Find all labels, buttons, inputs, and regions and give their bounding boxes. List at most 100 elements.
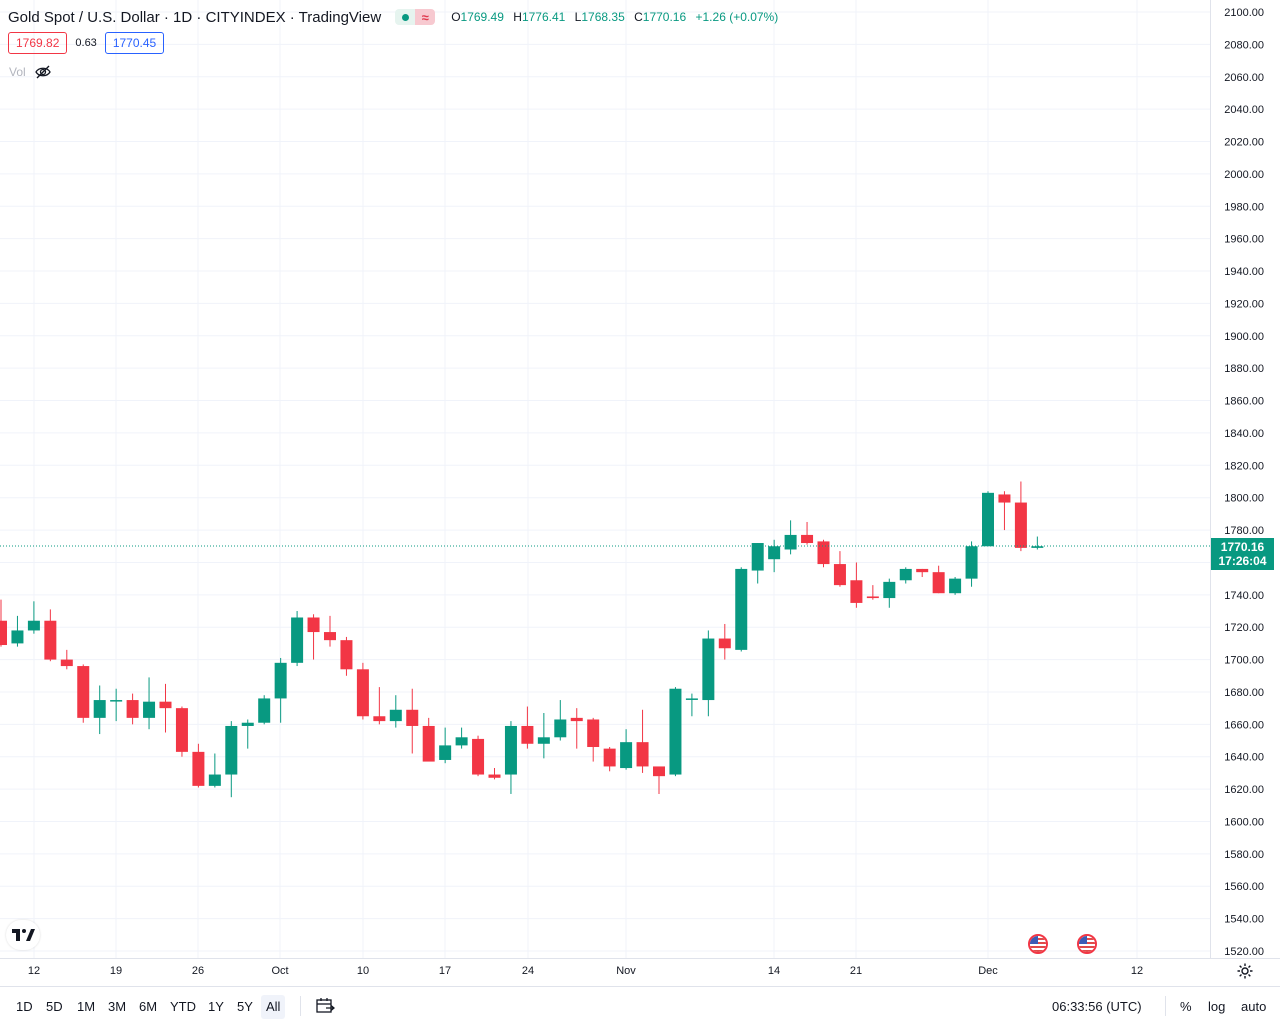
market-status[interactable]: ≈ [395,9,436,25]
range-1d[interactable]: 1D [16,999,33,1014]
candle-body[interactable] [340,640,353,670]
candle-body[interactable] [406,709,419,726]
candle-body[interactable] [718,638,731,649]
y-tick-label: 1700.00 [1224,655,1264,667]
candle-body[interactable] [899,568,912,581]
candle-body[interactable] [373,716,386,722]
candle-body[interactable] [77,666,90,718]
candle-body[interactable] [472,738,485,775]
candle-body[interactable] [636,742,649,767]
candle-body[interactable] [521,725,534,744]
candle-body[interactable] [620,742,633,769]
us-flag-event-icon[interactable] [1077,934,1097,954]
last-price-label: 1770.16 17:26:04 [1211,538,1274,570]
candle-body[interactable] [93,700,106,718]
low-key: L [574,10,582,24]
range-1m[interactable]: 1M [77,999,96,1014]
candle-body[interactable] [982,492,994,547]
candle-body[interactable] [0,620,7,646]
us-flag-event-icon[interactable] [1028,934,1048,954]
range-5y[interactable]: 5Y [237,999,253,1014]
candle-body[interactable] [554,719,567,738]
symbol-title[interactable]: Gold Spot / U.S. Dollar · 1D · CITYINDEX… [8,8,382,26]
candle-body[interactable] [291,617,304,663]
range-all[interactable]: All [261,995,286,1019]
range-6m[interactable]: 6M [139,999,158,1014]
candle-body[interactable] [537,737,550,744]
candle-body[interactable] [324,632,336,641]
candle-body[interactable] [965,546,978,579]
candle-body[interactable] [866,596,879,599]
candle-body[interactable] [768,546,781,560]
candle-body[interactable] [27,620,40,631]
candle-body[interactable] [389,709,402,722]
sell-button[interactable]: 1769.82 [8,32,68,54]
candle-body[interactable] [669,688,682,775]
volume-label[interactable]: Vol [9,65,26,79]
candle-body[interactable] [143,701,156,718]
candle-body[interactable] [126,700,139,718]
buy-button[interactable]: 1770.45 [104,32,165,54]
candle-body[interactable] [307,617,320,633]
market-open-dot-icon[interactable] [395,9,416,25]
candle-body[interactable] [587,719,600,748]
log-toggle[interactable]: log [1208,999,1226,1014]
candle-body[interactable] [208,774,221,786]
candle-body[interactable] [784,534,797,550]
utc-clock[interactable]: 06:33:56 (UTC) [1052,999,1142,1014]
settings-gear-icon[interactable] [1236,962,1254,980]
candle-body[interactable] [751,543,764,571]
candle-body[interactable] [11,630,24,644]
candle-body[interactable] [1014,502,1027,548]
y-tick-label: 1740.00 [1224,590,1264,602]
y-tick-label: 1800.00 [1224,493,1264,505]
go-to-date-icon[interactable] [315,997,335,1015]
candle-body[interactable] [225,725,238,775]
range-3m[interactable]: 3M [108,999,127,1014]
candle-body[interactable] [932,572,945,594]
candle-body[interactable] [833,564,846,586]
open-value: 1769.49 [460,10,504,24]
candle-body[interactable] [735,568,748,650]
candle-body[interactable] [702,638,715,701]
candle-body[interactable] [850,580,863,603]
percent-toggle[interactable]: % [1180,999,1192,1014]
candle-body[interactable] [1031,546,1044,548]
candle-body[interactable] [883,581,896,599]
auto-toggle[interactable]: auto [1241,999,1267,1014]
delayed-data-wave-icon[interactable]: ≈ [415,9,436,25]
price-chart[interactable]: 2100.00 2080.00 2060.00 2040.00 2020.00 2000.… [0,0,1280,986]
candle-body[interactable] [801,534,814,544]
candle-body[interactable] [175,708,188,752]
candle-body[interactable] [159,701,172,709]
candle-body[interactable] [110,700,123,702]
x-tick-label: 19 [110,965,122,977]
candle-body[interactable] [504,725,517,775]
candle-body[interactable] [949,578,962,594]
candle-body[interactable] [916,568,929,573]
candle-body[interactable] [998,494,1011,503]
eye-hidden-icon[interactable] [34,64,52,80]
range-1y[interactable]: 1Y [208,999,224,1014]
candle-body[interactable] [653,766,665,777]
candle-body[interactable] [455,737,468,746]
candle-body[interactable] [258,698,271,723]
x-tick-label: Oct [271,965,288,977]
candle-body[interactable] [817,541,830,565]
candle-body[interactable] [44,620,57,660]
candle-body[interactable] [356,669,369,717]
candle-body[interactable] [241,722,254,726]
candle-body[interactable] [603,748,616,767]
candle-body[interactable] [422,725,435,762]
candle-body[interactable] [685,698,698,700]
tradingview-logo-icon[interactable] [6,920,40,950]
range-ytd[interactable]: YTD [170,999,196,1014]
range-5d[interactable]: 5D [46,999,63,1014]
candle-body[interactable] [274,662,287,699]
candle-body[interactable] [192,751,205,786]
candle-body[interactable] [439,745,452,760]
y-tick-label: 2000.00 [1224,169,1264,181]
candle-body[interactable] [570,717,583,722]
candle-body[interactable] [60,659,73,667]
candle-body[interactable] [488,774,501,778]
